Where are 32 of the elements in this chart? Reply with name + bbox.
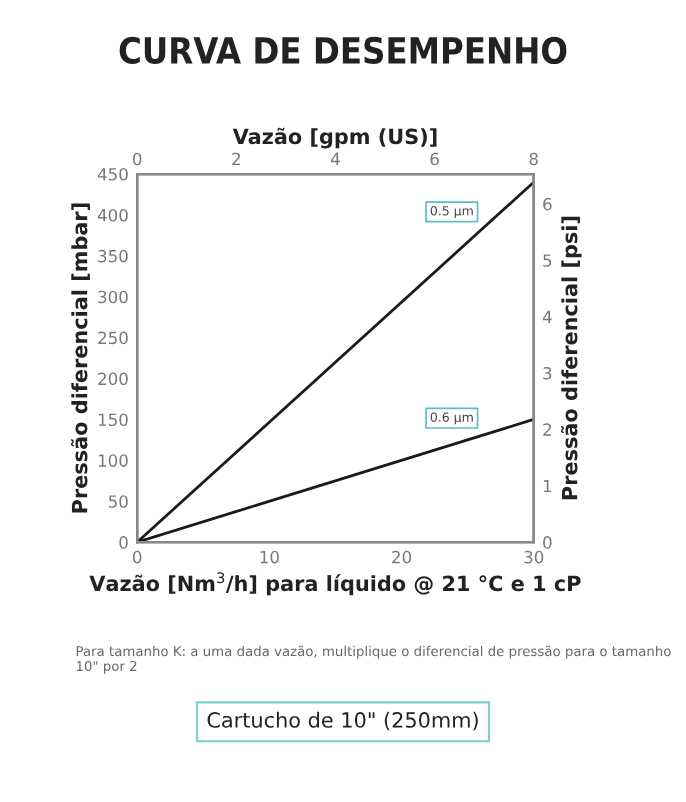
y-tick-label: 450	[97, 168, 128, 181]
x2-tick-label: 6	[430, 152, 439, 166]
y-axis-title: Pressão diferencial [mbar]	[70, 203, 90, 513]
x2-axis-title: Vazão [gpm (US)]	[232, 127, 437, 149]
y-tick-label: 250	[98, 331, 128, 345]
y2-tick-label: 4	[542, 310, 552, 323]
y2-tick-label: 2	[543, 423, 551, 436]
y-tick-label: 400	[97, 208, 128, 222]
text: Cartucho de 10" (250mm)	[207, 711, 478, 731]
y-tick-label: 50	[108, 495, 128, 508]
x2-tick-label: 4	[330, 152, 340, 166]
x2-tick-label: 8	[529, 152, 538, 166]
x-axis-title: Vazão [Nm$^{3}$/h] para líquido @ 21 °C e 1 cP	[89, 572, 581, 596]
y2-tick-label: 1	[543, 479, 552, 493]
y-tick-label: 350	[98, 249, 128, 263]
y2-tick-label: 6	[543, 197, 552, 211]
y-tick-label: 150	[98, 413, 128, 427]
x-tick-label: 0	[133, 550, 142, 564]
y2-tick-label: 0	[543, 536, 552, 549]
y-tick-label: 200	[98, 372, 128, 386]
x-tick-label: 30	[524, 550, 544, 564]
y2-axis-title: Pressão diferencial [psi]	[560, 216, 582, 500]
y2-tick-label: 3	[543, 366, 552, 380]
y-tick-label: 300	[98, 290, 128, 304]
y-tick-label: 100	[98, 454, 128, 467]
x2-tick-label: 0	[133, 152, 142, 166]
x-tick-label: 10	[260, 550, 279, 564]
x-tick-label: 20	[392, 550, 412, 564]
y2-tick-label: 5	[543, 254, 552, 267]
x2-tick-label: 2	[232, 152, 240, 166]
y-tick-label: 0	[119, 536, 128, 549]
chart-title: CURVA DE DESEMPENHO	[119, 36, 567, 65]
